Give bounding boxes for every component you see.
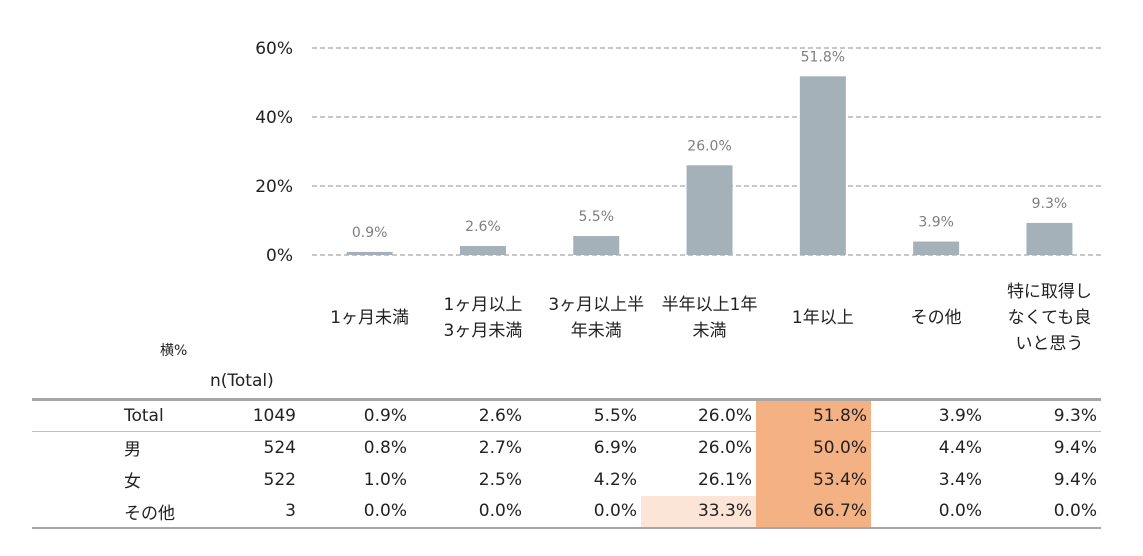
row-n: 522 bbox=[263, 469, 296, 490]
category-label: 3ヶ月以上半 年未満 bbox=[540, 292, 652, 344]
table-cell: 2.7% bbox=[478, 437, 522, 458]
table-row: 女 522 1.0% 2.5% 4.2% 26.1% 53.4% 3.4% 9.4% bbox=[32, 463, 1101, 496]
bar bbox=[459, 246, 506, 255]
data-label: 26.0% bbox=[687, 138, 731, 154]
cross-table: Total 1049 0.9% 2.6% 5.5% 26.0% 51.8% 3.9% 9.3% 男… bbox=[32, 398, 1101, 529]
table-row: Total 1049 0.9% 2.6% 5.5% 26.0% 51.8% 3.9% 9.3% bbox=[32, 398, 1101, 432]
row-n: 524 bbox=[263, 437, 296, 458]
data-label: 0.9% bbox=[352, 225, 388, 241]
table-cell: 0.0% bbox=[526, 495, 641, 529]
data-label: 5.5% bbox=[578, 209, 614, 225]
table-cell: 4.2% bbox=[593, 469, 637, 490]
table-cell: 0.0% bbox=[296, 495, 411, 529]
table-cell: 0.0% bbox=[411, 495, 526, 529]
category-label-line: 1年以上 bbox=[791, 308, 854, 328]
category-label: 1年以上 bbox=[767, 305, 879, 331]
table-row: その他 3 0.0% 0.0% 0.0% 33.3% 66.7% 0.0% 0.0% bbox=[32, 495, 1101, 529]
table-cell: 1.0% bbox=[363, 469, 407, 490]
row-label: 女 bbox=[124, 472, 141, 492]
side-label: 横% bbox=[160, 343, 188, 359]
row-label: その他 bbox=[32, 495, 184, 529]
category-label: 特に取得しなくても良いと思う bbox=[993, 279, 1105, 357]
table-cell: 26.0% bbox=[641, 398, 756, 432]
category-label-line: 3ヶ月以上半 bbox=[548, 295, 645, 315]
bar bbox=[686, 165, 733, 255]
category-label: 1ヶ月以上 3ヶ月未満 bbox=[427, 292, 539, 344]
table-cell: 51.8% bbox=[756, 398, 871, 432]
category-label-line: その他 bbox=[910, 308, 962, 328]
table-cell: 3.4% bbox=[938, 469, 982, 490]
table-row: 男 524 0.8% 2.7% 6.9% 26.0% 50.0% 4.4% 9.4% bbox=[32, 431, 1101, 464]
category-label-line: 年未満 bbox=[570, 321, 622, 341]
data-label: 3.9% bbox=[918, 215, 954, 231]
bar bbox=[346, 251, 393, 255]
table-cell: 33.3% bbox=[641, 495, 756, 529]
row-n: 3 bbox=[184, 495, 296, 529]
bar bbox=[799, 76, 846, 255]
n-total-header: n(Total) bbox=[210, 371, 274, 391]
table-cell: 26.1% bbox=[697, 469, 752, 490]
y-tick-label: 60% bbox=[255, 39, 293, 59]
table-cell: 6.9% bbox=[593, 437, 637, 458]
table-cell: 0.0% bbox=[871, 495, 986, 529]
row-label: 男 bbox=[124, 440, 141, 461]
category-label: 1ヶ月未満 bbox=[314, 305, 426, 331]
data-label: 51.8% bbox=[801, 49, 845, 65]
bar bbox=[1026, 222, 1073, 255]
table-cell: 53.4% bbox=[756, 463, 871, 496]
category-label-line: 1ヶ月未満 bbox=[330, 308, 410, 328]
table-cell: 5.5% bbox=[526, 398, 641, 432]
table-cell: 9.4% bbox=[1053, 469, 1097, 490]
bar bbox=[913, 241, 960, 255]
category-label-line: 3ヶ月未満 bbox=[443, 321, 523, 341]
table-cell: 2.5% bbox=[478, 469, 522, 490]
table-cell: 0.0% bbox=[986, 495, 1101, 529]
category-label-line: 特に取得し bbox=[1006, 282, 1092, 302]
category-label-line: 未満 bbox=[692, 321, 727, 341]
table-cell: 0.9% bbox=[296, 398, 411, 432]
category-label: その他 bbox=[880, 305, 992, 331]
bar-chart: 0% 20% 40% 60% 0.9% 2.6% 5.5% 26.0% 51.8% 3.9% 9.3… bbox=[255, 39, 1104, 266]
table-cell: 26.0% bbox=[697, 437, 752, 458]
table-cell: 9.3% bbox=[986, 398, 1101, 432]
category-label: 半年以上1年 未満 bbox=[654, 292, 766, 344]
y-tick-label: 20% bbox=[255, 177, 293, 197]
row-n: 1049 bbox=[184, 398, 296, 432]
y-tick-label: 0% bbox=[266, 246, 293, 266]
table-cell: 3.9% bbox=[871, 398, 986, 432]
bar bbox=[573, 236, 620, 255]
data-label: 2.6% bbox=[465, 219, 501, 235]
table-cell: 50.0% bbox=[756, 431, 871, 464]
table-cell: 0.8% bbox=[363, 437, 407, 458]
table-cell: 66.7% bbox=[756, 495, 871, 529]
category-label-line: 半年以上1年 bbox=[661, 295, 758, 315]
table-cell: 4.4% bbox=[938, 437, 982, 458]
category-label-line: なくても良 bbox=[1007, 308, 1092, 328]
row-label: Total bbox=[32, 398, 184, 432]
category-label-line: いと思う bbox=[1015, 334, 1084, 354]
data-label: 9.3% bbox=[1032, 196, 1068, 212]
category-label-line: 1ヶ月以上 bbox=[443, 295, 523, 315]
table-cell: 2.6% bbox=[411, 398, 526, 432]
y-tick-label: 40% bbox=[255, 108, 293, 128]
table-cell: 9.4% bbox=[1053, 437, 1097, 458]
